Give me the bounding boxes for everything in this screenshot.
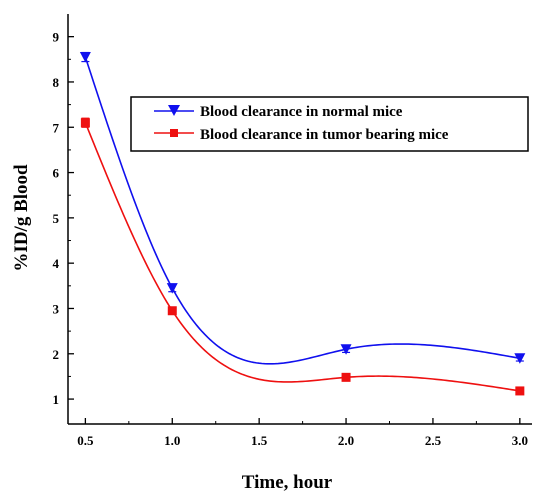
x-tick-label: 2.0 (338, 433, 354, 448)
x-tick-label: 3.0 (512, 433, 528, 448)
data-point (167, 306, 177, 316)
x-tick-label: 1.5 (251, 433, 268, 448)
y-tick-label: 1 (53, 392, 60, 407)
legend-label-normal: Blood clearance in normal mice (200, 104, 403, 120)
legend-box (130, 96, 529, 152)
series-layer (79, 51, 526, 396)
y-axis-title: %ID/g Blood (11, 164, 32, 272)
data-point (166, 283, 178, 294)
data-point (341, 372, 351, 382)
y-tick-label: 5 (53, 211, 60, 226)
series-line-1 (84, 122, 520, 392)
legend: Blood clearance in normal mice Blood cle… (130, 96, 529, 152)
data-point (340, 344, 352, 355)
plot-frame (67, 14, 532, 425)
data-point (514, 353, 526, 364)
legend-label-tumor: Blood clearance in tumor bearing mice (200, 127, 449, 143)
legend-marker-normal (168, 105, 180, 116)
data-point (80, 118, 90, 128)
y-tick-label: 3 (53, 301, 60, 316)
x-tick-label: 1.0 (164, 433, 180, 448)
y-tick-label: 4 (53, 256, 60, 271)
data-point (515, 386, 525, 396)
legend-marker-tumor (170, 129, 178, 137)
y-tick-label: 8 (53, 75, 60, 90)
x-axis-title: Time, hour (242, 472, 333, 493)
y-tick-label: 2 (53, 347, 60, 362)
series-line-0 (84, 56, 520, 365)
x-tick-label: 2.5 (425, 433, 442, 448)
y-tick-label: 9 (53, 30, 60, 45)
axis-ticks: 0.5 1.0 1.5 2.0 2.5 3.0 1 2 3 4 5 6 7 8 9 (53, 30, 528, 448)
data-point (79, 52, 91, 63)
y-tick-label: 7 (53, 120, 60, 135)
y-tick-label: 6 (53, 166, 60, 181)
x-tick-label: 0.5 (77, 433, 94, 448)
